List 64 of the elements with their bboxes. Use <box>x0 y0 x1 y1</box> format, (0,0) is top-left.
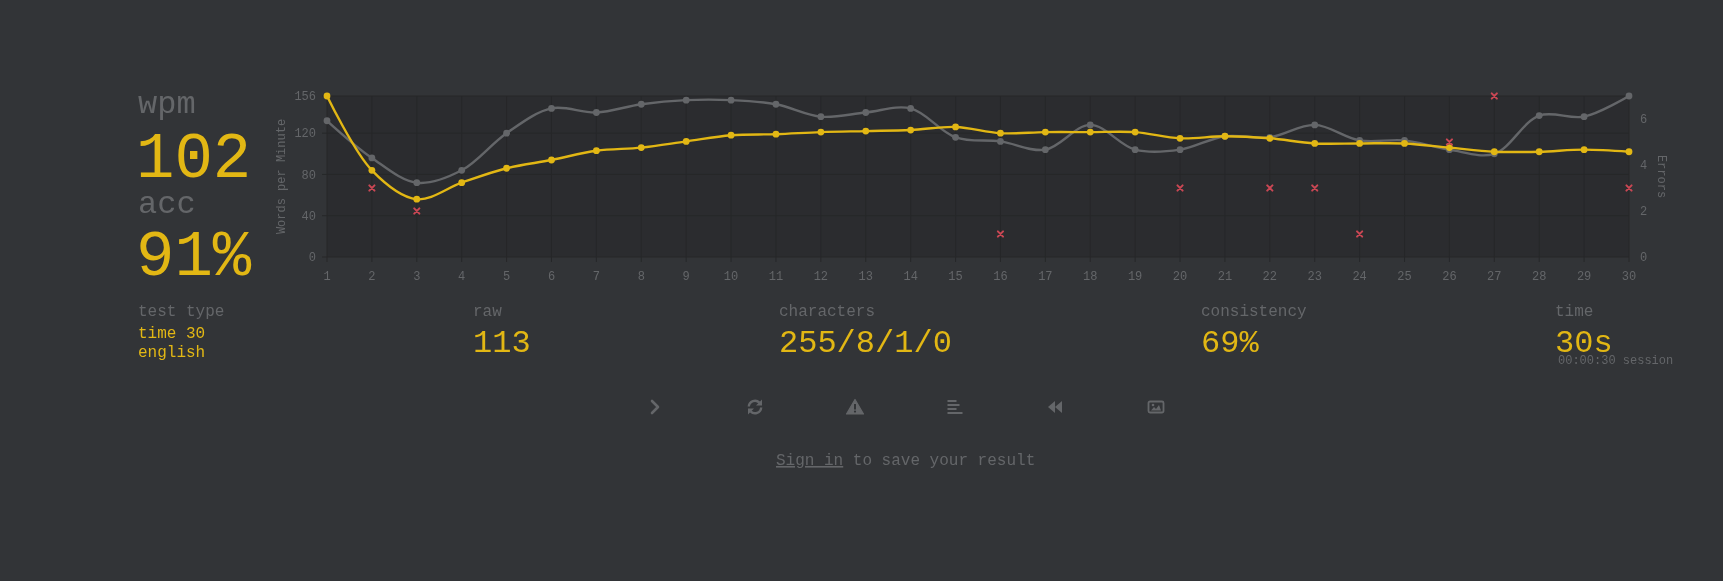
point <box>952 133 959 141</box>
point <box>1266 184 1274 192</box>
point <box>548 156 555 164</box>
point <box>682 96 690 104</box>
text: 113 <box>473 325 531 362</box>
point <box>817 128 825 136</box>
point <box>1535 148 1543 156</box>
point <box>1580 146 1588 154</box>
point <box>592 147 600 155</box>
point <box>772 130 780 138</box>
point <box>637 144 645 151</box>
point <box>1176 146 1184 154</box>
point <box>862 109 870 116</box>
point <box>1041 146 1049 154</box>
point <box>368 154 376 162</box>
point <box>1625 148 1633 156</box>
point <box>1625 184 1633 192</box>
point <box>817 113 825 121</box>
point <box>1131 146 1139 154</box>
point <box>1625 92 1633 100</box>
point <box>413 207 421 215</box>
point <box>1176 184 1184 192</box>
point <box>1311 140 1319 147</box>
point <box>1086 128 1094 136</box>
point <box>1490 92 1498 100</box>
point <box>1356 230 1364 238</box>
text: 91% <box>136 222 252 294</box>
point <box>413 195 421 203</box>
point <box>1131 128 1139 136</box>
point <box>413 179 421 187</box>
point <box>458 179 466 187</box>
point <box>1086 121 1094 129</box>
point <box>997 129 1004 137</box>
point <box>952 123 959 131</box>
text: 255/8/1/0 <box>779 325 952 362</box>
text: time 30 <box>138 325 206 343</box>
point <box>682 138 690 145</box>
point <box>323 117 331 125</box>
text: 69% <box>1201 325 1260 362</box>
point <box>1176 134 1184 142</box>
point <box>503 164 510 172</box>
point <box>1041 128 1049 136</box>
point <box>1311 121 1319 129</box>
point <box>368 166 376 174</box>
point <box>727 131 735 139</box>
point <box>1445 138 1454 146</box>
point <box>592 109 600 116</box>
point <box>1535 112 1543 120</box>
point <box>323 92 331 100</box>
point <box>907 126 915 134</box>
point <box>907 104 915 112</box>
point <box>458 166 466 174</box>
point <box>772 100 780 108</box>
point <box>997 138 1004 145</box>
text: 102 <box>136 124 252 196</box>
text: english <box>138 344 206 362</box>
point <box>862 127 870 135</box>
point <box>368 184 376 192</box>
point <box>727 96 735 104</box>
point <box>503 129 510 137</box>
point <box>548 104 555 112</box>
point <box>1311 184 1319 192</box>
point <box>637 100 645 108</box>
point <box>1580 113 1588 121</box>
